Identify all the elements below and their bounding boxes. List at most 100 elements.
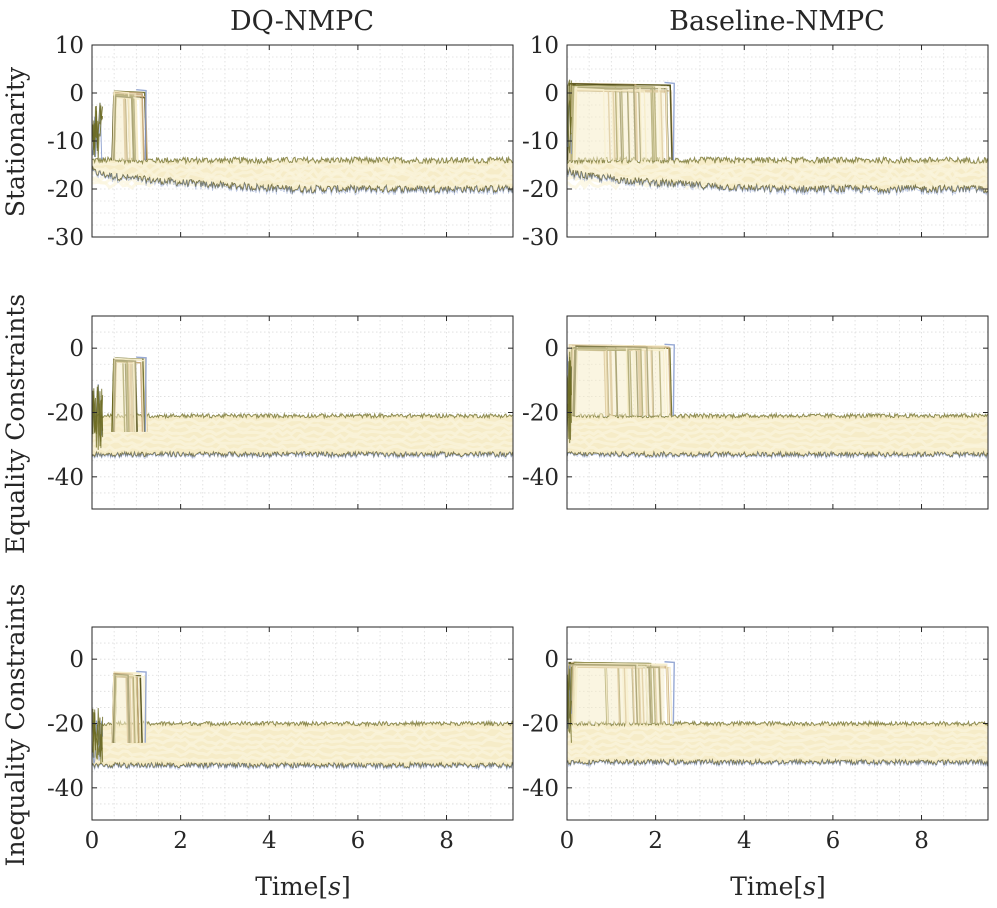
x-axis-label-left: Time[s] bbox=[255, 872, 351, 901]
band-stripe bbox=[567, 725, 988, 734]
plot-area bbox=[92, 45, 513, 237]
y-tick-label: -10 bbox=[47, 129, 84, 155]
x-tick-label: 8 bbox=[914, 828, 929, 854]
data-lines bbox=[92, 670, 513, 772]
band-stripe bbox=[92, 428, 513, 437]
band-stripe bbox=[92, 444, 513, 453]
band-stripe bbox=[567, 163, 988, 174]
grid bbox=[91, 44, 514, 238]
subplot-1: 10 0 -10 -20 -30 bbox=[47, 33, 514, 251]
initial-spike bbox=[92, 102, 104, 155]
band-stripe bbox=[567, 746, 988, 756]
band-edge bbox=[92, 411, 513, 420]
y-tick-label: -20 bbox=[522, 712, 559, 738]
band-edge-blue bbox=[92, 168, 513, 197]
transient-body bbox=[113, 93, 137, 161]
transient-body bbox=[568, 663, 665, 724]
band-stripe bbox=[567, 741, 988, 750]
data-lines bbox=[567, 79, 988, 196]
transient-blue-trace bbox=[136, 356, 147, 432]
initial-spike bbox=[567, 360, 572, 444]
y-tick-label: -40 bbox=[522, 776, 559, 802]
transient-body bbox=[568, 346, 665, 416]
y-tick-label: 0 bbox=[69, 81, 84, 107]
y-tick-label: -40 bbox=[47, 776, 84, 802]
initial-spike bbox=[92, 712, 104, 764]
subplot-4: 0 -20 -40 bbox=[522, 315, 989, 510]
y-tick-label: 0 bbox=[69, 336, 84, 362]
band-stripe bbox=[92, 438, 513, 448]
band-stripe bbox=[567, 752, 988, 761]
data-lines bbox=[92, 356, 513, 460]
subplot-6: 0 2 4 6 8 0 -20 -40 bbox=[522, 626, 989, 854]
band-edge-blue bbox=[567, 758, 988, 768]
band-stripe bbox=[92, 174, 513, 187]
band-stripe bbox=[92, 754, 513, 764]
y-tick-label: 0 bbox=[69, 647, 84, 673]
row-label-stationarity: Stationarity bbox=[1, 66, 30, 217]
band-stripe bbox=[567, 439, 988, 448]
transient-blue-trace bbox=[136, 670, 147, 743]
initial-spike bbox=[92, 105, 104, 157]
y-tick-label: -30 bbox=[47, 225, 84, 251]
initial-spike bbox=[567, 666, 572, 715]
band-stripe bbox=[567, 422, 988, 432]
x-tick-label: 6 bbox=[826, 828, 841, 854]
band-edge bbox=[567, 450, 988, 459]
band-edge bbox=[567, 411, 988, 420]
y-tick-label: 10 bbox=[55, 33, 84, 59]
band-stripe bbox=[92, 422, 513, 432]
data-lines bbox=[92, 88, 513, 197]
column-title-baseline: Baseline-NMPC bbox=[669, 6, 885, 37]
data-lines bbox=[567, 661, 988, 768]
y-tick-label: -20 bbox=[522, 177, 559, 203]
y-tick-label: 0 bbox=[544, 81, 559, 107]
x-tick-label: 8 bbox=[439, 828, 454, 854]
y-tick-label: -30 bbox=[522, 225, 559, 251]
subplot-5: 0 2 4 6 8 0 -20 -40 bbox=[47, 626, 514, 854]
x-tick-label: 6 bbox=[351, 828, 366, 854]
band-stripe bbox=[567, 179, 988, 191]
band-stripe bbox=[92, 433, 513, 442]
x-tick-label: 0 bbox=[85, 828, 100, 854]
band-edge bbox=[567, 155, 988, 165]
band-edge bbox=[92, 719, 513, 728]
x-tick-label: 4 bbox=[737, 828, 752, 854]
y-tick-label: -40 bbox=[47, 465, 84, 491]
band-edge bbox=[92, 155, 513, 166]
data-lines bbox=[567, 343, 988, 461]
x-tick-label: 2 bbox=[648, 828, 663, 854]
subplot-3: 0 -20 -40 bbox=[47, 315, 514, 510]
band-edge-blue bbox=[567, 450, 988, 461]
band-stripe bbox=[92, 737, 513, 746]
band-stripe bbox=[92, 159, 513, 171]
y-tick-label: -40 bbox=[522, 465, 559, 491]
band-stripe bbox=[92, 743, 513, 752]
band-stripe bbox=[567, 170, 988, 183]
x-axis-label-right: Time[s] bbox=[730, 872, 826, 901]
y-tick-label: 0 bbox=[544, 647, 559, 673]
y-tick-label: -20 bbox=[47, 401, 84, 427]
y-tick-label: 0 bbox=[544, 336, 559, 362]
band-stripe bbox=[567, 433, 988, 442]
transient-blue-trace bbox=[664, 343, 675, 416]
x-tick-label: 0 bbox=[560, 828, 575, 854]
column-title-dq: DQ-NMPC bbox=[230, 6, 374, 37]
band-stripe bbox=[567, 417, 988, 426]
transient-blue-trace bbox=[664, 81, 675, 161]
transient-body bbox=[113, 673, 137, 743]
band-stripe bbox=[92, 417, 513, 426]
transient-body bbox=[113, 359, 137, 432]
band-edge bbox=[92, 165, 513, 195]
band-edge-blue bbox=[567, 167, 988, 196]
band-stripe bbox=[92, 725, 513, 735]
transient-body bbox=[568, 85, 665, 161]
band-stripe bbox=[567, 428, 988, 437]
band-stripe bbox=[567, 444, 988, 453]
initial-spike bbox=[92, 386, 104, 442]
initial-spike bbox=[567, 79, 572, 157]
y-tick-label: 10 bbox=[530, 33, 559, 59]
subplot-2: 10 0 -10 -20 -30 bbox=[522, 33, 989, 251]
